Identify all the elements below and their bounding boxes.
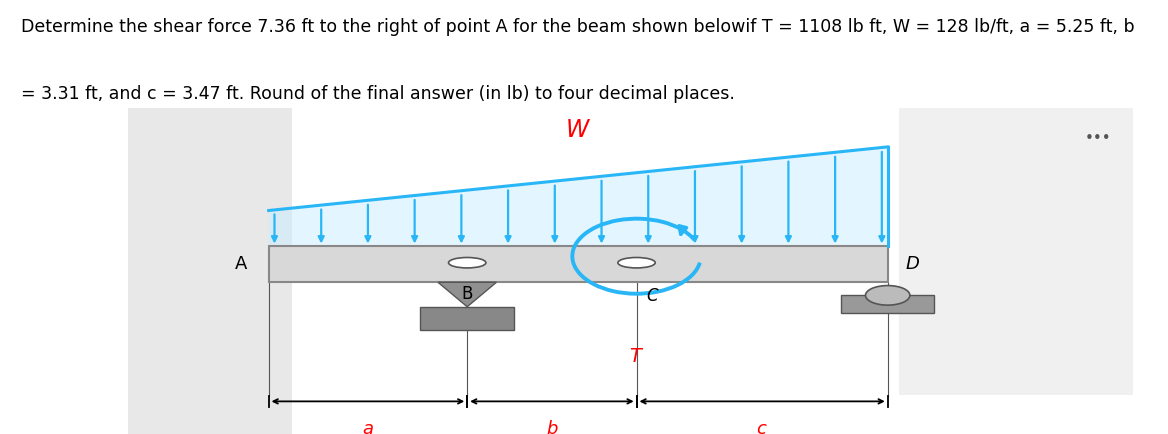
Text: $c$: $c$ — [757, 419, 767, 434]
Bar — [128, 108, 292, 434]
Bar — [420, 307, 514, 330]
Circle shape — [618, 258, 655, 268]
Ellipse shape — [865, 286, 910, 306]
Polygon shape — [269, 148, 888, 247]
Text: D: D — [905, 254, 919, 272]
Bar — [899, 108, 1133, 395]
Bar — [269, 247, 888, 283]
Text: A: A — [235, 254, 248, 272]
Text: $W$: $W$ — [565, 118, 591, 141]
Text: $a$: $a$ — [362, 419, 374, 434]
Text: •••: ••• — [1085, 130, 1111, 145]
Text: B: B — [461, 284, 473, 302]
Circle shape — [449, 258, 486, 268]
Text: $b$: $b$ — [545, 419, 558, 434]
Text: Determine the shear force 7.36 ft to the right of point A for the beam shown bel: Determine the shear force 7.36 ft to the… — [21, 18, 1134, 36]
Text: C: C — [646, 286, 658, 304]
Polygon shape — [438, 283, 496, 307]
Bar — [841, 296, 934, 313]
Text: $T$: $T$ — [630, 346, 644, 365]
Text: = 3.31 ft, and c = 3.47 ft. Round of the final answer (in lb) to four decimal pl: = 3.31 ft, and c = 3.47 ft. Round of the… — [21, 85, 735, 103]
